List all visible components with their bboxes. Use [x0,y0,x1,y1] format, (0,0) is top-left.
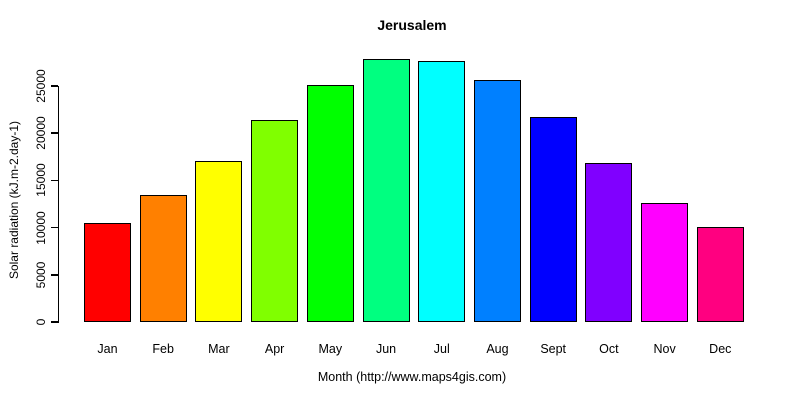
bar-feb [139,194,187,322]
y-axis-tick [50,274,58,276]
x-axis-tick-label-nov: Nov [653,342,676,356]
y-axis-title-text: Solar radiation (kJ.m-2.day-1) [7,120,21,280]
bar-nov [641,203,689,322]
x-axis-title: Month (http://www.maps4gis.com) [317,370,507,384]
bar-sept [529,117,577,322]
x-axis-tick-label-aug: Aug [486,342,509,356]
y-axis-tick [50,85,58,87]
x-axis-tick-label-feb: Feb [152,342,174,356]
x-axis-tick-label-jul: Jul [433,342,450,356]
bar-may [306,85,354,322]
y-axis-tick-label-text: 25000 [34,69,48,103]
y-axis-tick [50,179,58,182]
bar-mar [195,160,243,322]
y-axis-tick-label-text: 0 [34,318,48,326]
chart-title: Jerusalem [377,17,447,33]
x-axis-tick-label-apr: Apr [264,342,285,356]
y-axis-tick [50,226,58,229]
x-axis-tick-label-oct: Oct [599,342,619,356]
x-axis-tick-label-mar: Mar [208,342,230,356]
x-axis-tick-label-sept: Sept [540,342,567,356]
bar-aug [473,79,521,322]
x-axis-tick-label-jun: Jun [375,342,397,356]
x-axis-tick-label-jan: Jan [97,342,118,356]
y-axis-tick [50,321,58,323]
x-axis-tick-label-may: May [318,342,343,356]
bar-jul [418,60,466,322]
y-axis-tick-label-text: 5000 [34,261,48,289]
y-axis-tick-label-text: 10000 [34,210,48,245]
bar-jun [362,58,410,322]
bar-oct [585,162,633,322]
bar-jan [84,222,131,322]
y-axis-tick-label-text: 20000 [34,116,48,150]
bar-dec [696,227,744,322]
x-axis-tick-label-dec: Dec [709,342,732,356]
y-axis-tick [50,132,58,134]
bar-apr [251,119,299,322]
y-axis-tick-label-text: 15000 [34,163,48,198]
y-axis-line [57,86,59,323]
